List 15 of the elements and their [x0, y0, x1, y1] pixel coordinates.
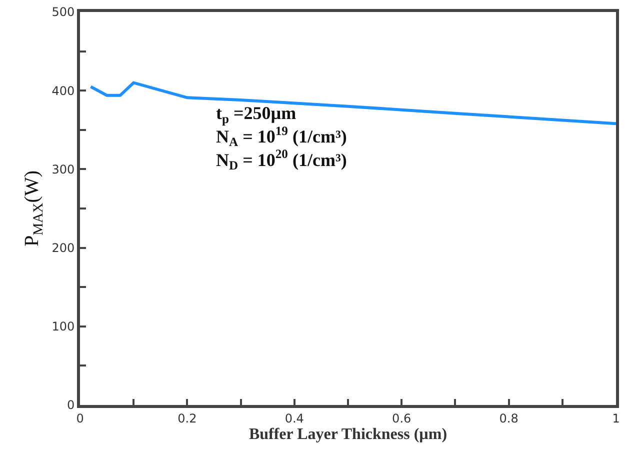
line-series — [89, 81, 616, 126]
y-tick-label: 500 — [52, 5, 75, 20]
x-tick-label: 0.4 — [284, 411, 304, 426]
x-tick-label: 0 — [76, 411, 84, 426]
x-tick-label: 0.6 — [392, 411, 412, 426]
x-tick-label: 0.8 — [499, 411, 518, 426]
y-tick-label: 0 — [66, 398, 75, 412]
x-axis-title: Buffer Layer Thickness (µm) — [248, 426, 448, 444]
y-tick-label: 400 — [52, 84, 75, 98]
x-tick-label: 1 — [612, 411, 620, 426]
text: t$_{p}$ =250µm N$_{A}$ = 10$^{19}$ (1/cm³) N$_{D}$ = 10$^{20}$ (1/cm³) — [216, 103, 347, 173]
y-tick-label: 100 — [52, 320, 75, 334]
x-tick-label: 0.2 — [178, 411, 197, 426]
y-tick-label: 300 — [52, 162, 75, 176]
y-tick-label: 200 — [52, 241, 75, 255]
